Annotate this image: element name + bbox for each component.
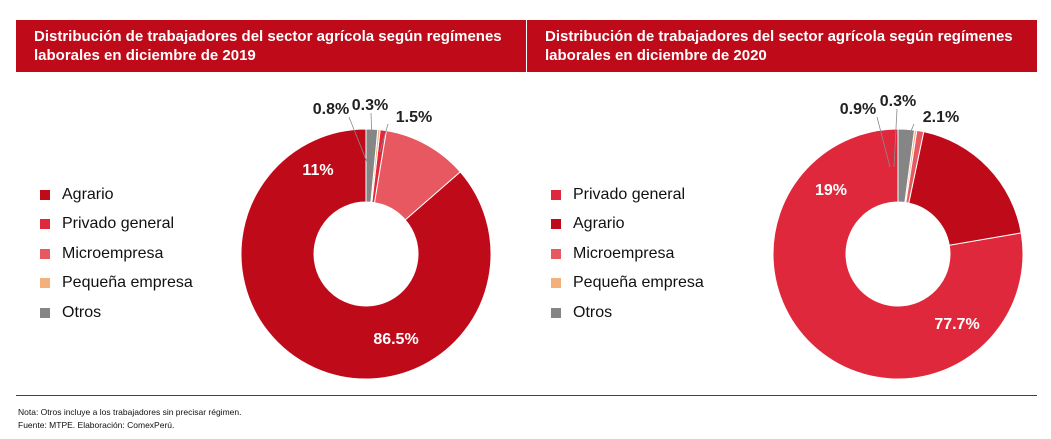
leader-line-microempresa [876,116,891,168]
legend-label: Privado general [62,215,175,233]
legend-item-pequena-empresa: Pequeña empresa [551,269,704,299]
legend-swatch [551,307,561,318]
leader-line-privado-general [348,116,370,168]
data-label-privado-general: 77.7% [934,316,979,333]
slice-otros [365,128,379,203]
legend-item-pequena-empresa: Pequeña empresa [40,269,193,299]
data-label-agrario: 86.5% [373,331,418,348]
data-label-otros: 1.5% [396,109,432,126]
legend-item-agrario: Agrario [40,180,193,210]
slice-agrario [908,131,1022,246]
legend-item-microempresa: Microempresa [551,239,704,269]
legend-label: Microempresa [573,244,675,262]
donut-chart: 86.5% 11% 0.8% 0.3% 1.5% [240,97,492,380]
legend-swatch [551,248,561,259]
leader-line-otros [902,123,915,151]
legend-label: Otros [573,303,613,321]
legend: Agrario Privado general Microempresa Pequeñ… [40,180,193,328]
legend-swatch [40,248,50,259]
leader-line-otros [379,123,389,153]
chart-title: Distribución de trabajadores del sector … [527,20,1037,72]
legend-label: Agrario [573,215,625,233]
legend-label: Otros [62,303,102,321]
data-label-otros: 2.1% [923,109,959,126]
source-note: Fuente: MTPE. Elaboración: ComexPerú. [18,420,175,430]
legend-item-agrario: Agrario [551,210,704,240]
legend-label: Privado general [573,185,686,203]
legend-item-privado-general: Privado general [40,210,193,240]
legend-swatch [551,189,561,200]
legend-item-otros: Otros [551,298,704,328]
legend-swatch [40,307,50,318]
data-label-privado-general: 0.8% [313,101,349,118]
leader-line-pequena-empresa [893,108,898,168]
legend-item-microempresa: Microempresa [40,239,193,269]
legend-swatch [40,189,50,200]
data-label-microempresa: 11% [302,162,333,179]
footnote: Nota: Otros incluye a los trabajadores s… [18,407,242,417]
leader-line-pequena-empresa [370,112,374,169]
slice-microempresa [373,130,461,221]
data-label-pequena-empresa: 0.3% [880,93,916,110]
legend-label: Pequeña empresa [62,274,193,292]
slice-agrario [240,128,492,380]
legend-label: Microempresa [62,244,164,262]
legend-swatch [551,219,561,230]
legend-swatch [551,278,561,289]
chart-panel-2019: Distribución de trabajadores del sector … [16,0,526,385]
legend-swatch [40,219,50,230]
legend-item-privado-general: Privado general [551,180,704,210]
footer-divider [16,395,1037,396]
slice-privado-general [772,128,1024,380]
chart-panel-2020: Distribución de trabajadores del sector … [527,0,1037,385]
legend-label: Agrario [62,185,114,203]
slice-otros [897,128,916,204]
chart-title: Distribución de trabajadores del sector … [16,20,526,72]
data-label-agrario: 19% [815,182,847,199]
legend-label: Pequeña empresa [573,274,704,292]
legend: Privado general Agrario Microempresa Pequeñ… [551,180,704,328]
legend-swatch [40,278,50,289]
data-label-microempresa: 0.9% [840,101,876,118]
legend-item-otros: Otros [40,298,193,328]
data-label-pequena-empresa: 0.3% [352,97,388,114]
donut-chart: 77.7% 19% 0.9% 0.3% 2.1% [772,93,1024,380]
